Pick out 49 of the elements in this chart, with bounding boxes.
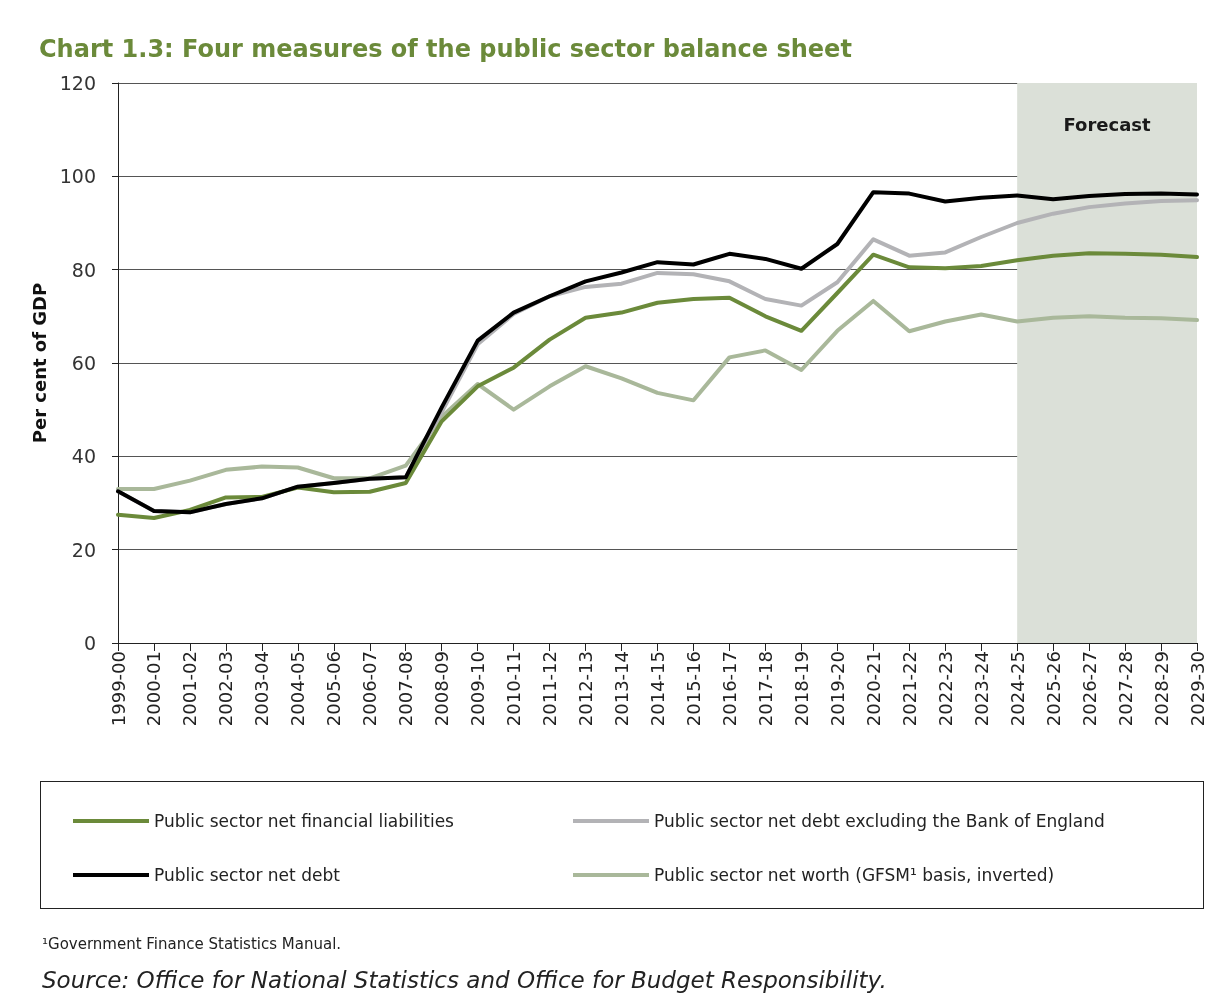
x-tick-label: 2023-24 [970,651,992,727]
x-tick-label: 2014-15 [647,651,668,727]
x-tick-label: 2000-01 [143,651,165,727]
x-tick-label: 2024-25 [1006,651,1028,727]
x-tick-label: 2010-11 [503,651,525,727]
legend-label: Public sector net debt excluding the Bank of England [654,811,1105,831]
text: ¹Government Finance Statistics Manual. [42,934,342,953]
x-tick-label: 2007-08 [395,651,417,727]
x-tick-label: 2018-19 [790,651,812,727]
x-tick-label: 2004-05 [287,651,309,727]
x-tick-label: 2022-23 [934,651,956,727]
x-tick-label: 2029-30 [1186,651,1208,727]
x-tick-label: 2016-17 [718,651,740,727]
x-tick-label: 2021-22 [898,651,920,727]
legend-label: Public sector net financial liabilities [154,811,455,831]
chart-title: Chart 1.3: Four measures of the public sector balance sheet [39,35,852,63]
x-tick-label: 2019-20 [826,651,848,727]
line-series [116,251,1199,520]
y-tick-label: 100 [59,165,96,188]
y-tick-label: 0 [83,632,96,654]
y-tick-label: 120 [59,72,96,94]
x-tick-label: 2017-18 [754,651,776,727]
y-axis-title: Per cent of GDP [29,282,51,444]
x-tick-label: 2003-04 [251,651,273,727]
x-tick-label: 2001-02 [179,651,201,727]
x-tick-label: 2006-07 [359,651,381,727]
y-tick-label: 20 [71,538,96,561]
source-note: Source: Office for National Statistics and Office for Budget Responsibility. [42,966,887,993]
x-tick-label: 1999-00 [107,651,129,727]
x-tick-label: 2027-28 [1114,651,1136,727]
x-tick-label: 2008-09 [431,651,453,727]
x-tick-label: 2011-12 [539,651,561,727]
x-tick-label: 2013-14 [611,651,633,727]
x-tick-label: 2025-26 [1042,651,1064,727]
x-tick-label: 2020-21 [862,651,884,727]
x-tick-label: 2015-16 [682,651,704,727]
x-tick-label: 2005-06 [323,651,345,727]
y-tick-label: 40 [71,445,96,468]
x-tick-label: 2002-03 [215,651,237,727]
x-tick-label: 2026-27 [1078,651,1100,727]
line-series [116,298,1199,491]
y-tick-label: 60 [71,352,96,374]
x-tick-label: 2028-29 [1150,651,1172,727]
x-tick-label: 2012-13 [575,651,597,727]
x-tick-label: 2009-10 [467,651,489,727]
y-tick-label: 80 [71,258,96,281]
legend-label: Public sector net worth (GFSM¹ basis, inverted) [654,865,1055,885]
legend-label: Public sector net debt [154,865,341,885]
band-label: Forecast [1063,113,1152,135]
